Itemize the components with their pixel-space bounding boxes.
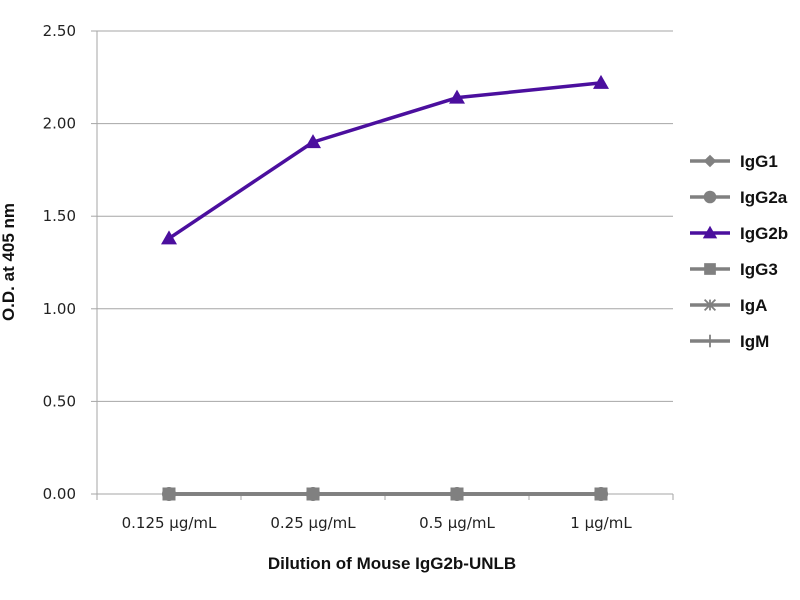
y-tick-label: 2.00 bbox=[43, 115, 76, 133]
data-point bbox=[306, 487, 320, 501]
legend-label: IgG1 bbox=[740, 152, 778, 171]
legend-marker bbox=[704, 263, 716, 275]
data-point bbox=[161, 230, 177, 245]
legend-label: IgG2a bbox=[740, 188, 788, 207]
x-axis-title: Dilution of Mouse IgG2b-UNLB bbox=[268, 554, 516, 573]
data-point bbox=[593, 74, 609, 89]
y-axis-ticks: 0.00 0.50 1.00 1.50 2.00 2.50 bbox=[43, 22, 76, 503]
legend-marker bbox=[703, 298, 717, 312]
y-axis-title: O.D. at 405 nm bbox=[0, 203, 18, 321]
legend-label: IgM bbox=[740, 332, 769, 351]
data-point bbox=[450, 487, 464, 501]
x-tick-label: 0.125 µg/mL bbox=[122, 514, 217, 532]
y-tick-label: 2.50 bbox=[43, 22, 76, 40]
legend-item-igg1: IgG1 bbox=[690, 152, 778, 171]
legend-label: IgG2b bbox=[740, 224, 788, 243]
y-tick-label: 1.50 bbox=[43, 207, 76, 225]
x-axis-ticks: 0.125 µg/mL 0.25 µg/mL 0.5 µg/mL 1 µg/mL bbox=[122, 514, 633, 532]
data-point bbox=[594, 487, 608, 501]
legend-item-iga: IgA bbox=[690, 296, 767, 315]
legend-item-igg3: IgG3 bbox=[690, 260, 778, 279]
legend-label: IgG3 bbox=[740, 260, 778, 279]
legend-marker bbox=[703, 190, 717, 204]
y-tick-label: 0.00 bbox=[43, 485, 76, 503]
gridlines bbox=[91, 30, 674, 500]
x-tick-label: 1 µg/mL bbox=[570, 514, 632, 532]
legend-item-igg2b: IgG2b bbox=[690, 224, 788, 243]
data-point bbox=[305, 134, 321, 149]
data-point bbox=[162, 487, 176, 501]
series-group bbox=[161, 74, 609, 501]
legend-marker bbox=[702, 225, 718, 239]
series-line bbox=[168, 81, 602, 240]
series-igm bbox=[162, 487, 608, 501]
series-igg2b bbox=[161, 74, 609, 245]
legend-label: IgA bbox=[740, 296, 767, 315]
legend: IgG1 IgG2a IgG2b IgG3 IgA IgM bbox=[690, 152, 788, 351]
legend-marker bbox=[703, 154, 717, 168]
y-tick-label: 1.00 bbox=[43, 300, 76, 318]
legend-marker bbox=[703, 334, 717, 348]
legend-item-igm: IgM bbox=[690, 332, 769, 351]
data-point bbox=[449, 89, 465, 104]
x-tick-label: 0.25 µg/mL bbox=[270, 514, 356, 532]
legend-item-igg2a: IgG2a bbox=[690, 188, 788, 207]
y-tick-label: 0.50 bbox=[43, 392, 76, 410]
x-tick-label: 0.5 µg/mL bbox=[419, 514, 495, 532]
